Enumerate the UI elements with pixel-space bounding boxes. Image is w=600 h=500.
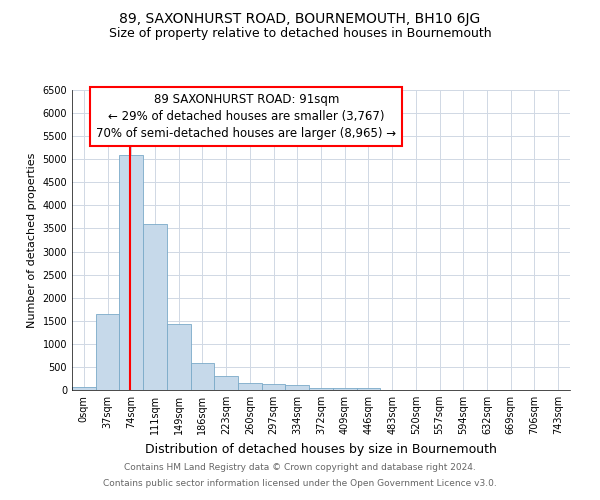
Bar bbox=[72, 386, 96, 390]
Bar bbox=[333, 388, 356, 390]
X-axis label: Distribution of detached houses by size in Bournemouth: Distribution of detached houses by size … bbox=[145, 442, 497, 456]
Bar bbox=[119, 154, 143, 390]
Bar bbox=[143, 224, 167, 390]
Bar bbox=[167, 324, 191, 390]
Text: 89, SAXONHURST ROAD, BOURNEMOUTH, BH10 6JG: 89, SAXONHURST ROAD, BOURNEMOUTH, BH10 6… bbox=[119, 12, 481, 26]
Bar bbox=[286, 386, 309, 390]
Bar bbox=[191, 363, 214, 390]
Text: Contains public sector information licensed under the Open Government Licence v3: Contains public sector information licen… bbox=[103, 478, 497, 488]
Bar bbox=[96, 314, 119, 390]
Text: 89 SAXONHURST ROAD: 91sqm
← 29% of detached houses are smaller (3,767)
70% of se: 89 SAXONHURST ROAD: 91sqm ← 29% of detac… bbox=[96, 93, 397, 140]
Bar bbox=[238, 383, 262, 390]
Text: Contains HM Land Registry data © Crown copyright and database right 2024.: Contains HM Land Registry data © Crown c… bbox=[124, 464, 476, 472]
Bar bbox=[262, 384, 286, 390]
Text: Size of property relative to detached houses in Bournemouth: Size of property relative to detached ho… bbox=[109, 28, 491, 40]
Bar bbox=[356, 388, 380, 390]
Bar bbox=[309, 388, 333, 390]
Y-axis label: Number of detached properties: Number of detached properties bbox=[27, 152, 37, 328]
Bar bbox=[214, 376, 238, 390]
